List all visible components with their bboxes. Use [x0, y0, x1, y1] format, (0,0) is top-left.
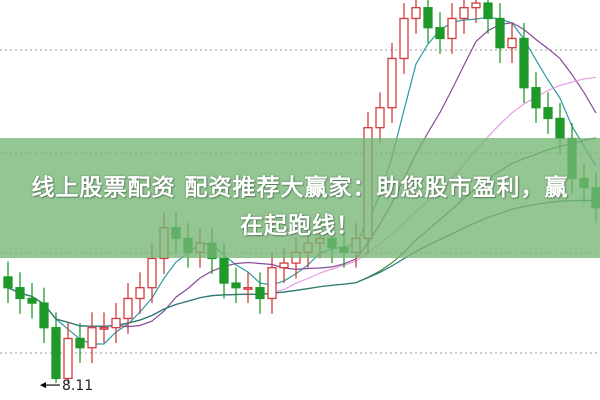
candle-body	[531, 87, 541, 109]
low-price-label: 8.11	[62, 378, 93, 394]
candle	[435, 12, 445, 54]
candle	[423, 0, 433, 44]
candle-body	[267, 267, 277, 300]
candle-body	[495, 17, 505, 49]
candle-body	[243, 287, 253, 290]
candle	[231, 267, 241, 304]
candle	[243, 272, 253, 304]
candle	[63, 323, 73, 384]
promo-banner	[0, 138, 600, 258]
candle-body	[87, 327, 97, 349]
candle-body	[231, 282, 241, 289]
candle-body	[135, 287, 145, 300]
candle-body	[387, 57, 397, 109]
candle-body	[3, 276, 13, 289]
candle-body	[435, 27, 445, 40]
candle	[531, 72, 541, 124]
candle-body	[411, 7, 421, 20]
candle-body	[399, 17, 409, 60]
banner-line-2: 在起跑线！	[240, 213, 360, 239]
candle	[27, 283, 37, 319]
candle	[15, 272, 25, 314]
candle-body	[15, 287, 25, 300]
candle-body	[519, 37, 529, 89]
candle	[51, 312, 61, 384]
candle-body	[543, 107, 553, 120]
candle	[123, 283, 133, 334]
candle	[543, 92, 553, 134]
candle	[411, 0, 421, 34]
candle	[447, 3, 457, 54]
candle	[495, 3, 505, 64]
candle-body	[375, 107, 385, 129]
candle-body	[75, 337, 85, 349]
candle	[3, 261, 13, 304]
candle-body	[27, 297, 37, 304]
candle-body	[471, 2, 481, 9]
candle	[87, 312, 97, 364]
candle-body	[123, 297, 133, 320]
candle-body	[555, 117, 565, 140]
candle	[507, 23, 517, 64]
candle	[483, 0, 493, 34]
candle	[519, 23, 529, 104]
candle-body	[99, 327, 109, 330]
candle-body	[447, 17, 457, 40]
candle-body	[483, 2, 493, 20]
candle-body	[459, 7, 469, 20]
candle-body	[63, 337, 73, 380]
candle	[255, 272, 265, 314]
candle	[39, 287, 49, 344]
candle-body	[51, 327, 61, 380]
candle	[459, 0, 469, 34]
candle-body	[507, 37, 517, 49]
banner-line-1: 线上股票配资 配资推荐大赢家：助您股市盈利，赢	[31, 175, 569, 201]
candle	[267, 252, 277, 314]
candle	[111, 303, 121, 344]
candle-body	[279, 262, 289, 269]
candle	[375, 92, 385, 144]
candle-body	[219, 257, 229, 284]
candle-body	[111, 317, 121, 329]
candle-body	[147, 257, 157, 289]
candle-body	[423, 7, 433, 29]
candle	[135, 272, 145, 314]
candle-body	[255, 287, 265, 300]
candle	[99, 312, 109, 344]
candle	[471, 0, 481, 24]
candle	[399, 3, 409, 74]
candle-body	[39, 302, 49, 329]
candle	[387, 43, 397, 124]
candle	[75, 323, 85, 364]
annotation-arrow-head	[40, 382, 46, 389]
